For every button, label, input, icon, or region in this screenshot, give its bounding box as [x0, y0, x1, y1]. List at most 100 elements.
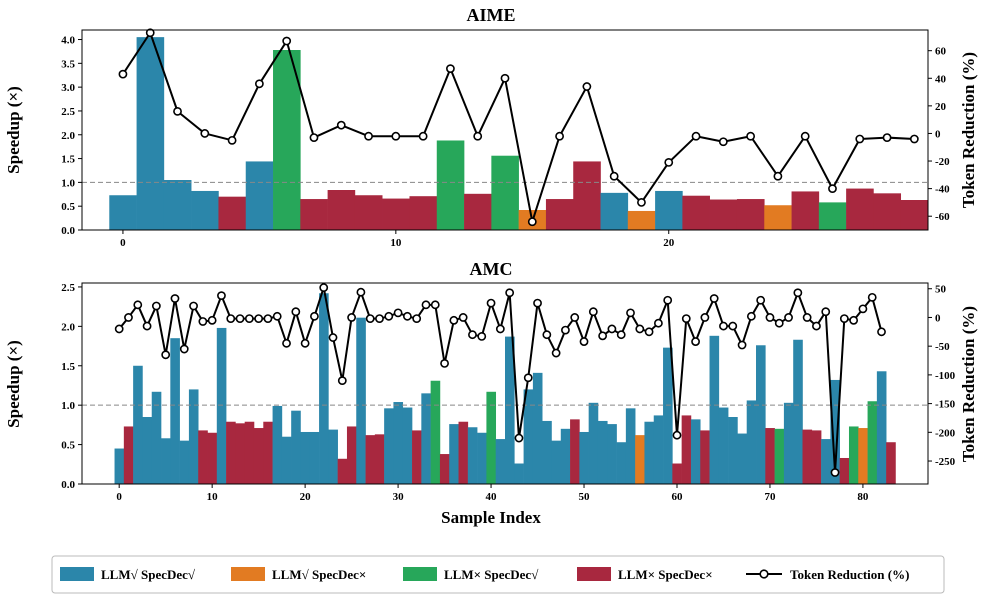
amc-bar-16-llm-fail-specdec-fail — [263, 421, 273, 484]
amc-token-reduction-point-4 — [151, 301, 161, 311]
amc-bar-45-llm-ok-specdec-ok — [532, 372, 543, 484]
legend-swatch-llm-ok-specdec-fail — [231, 567, 265, 581]
legend-label-llm-fail-specdec-ok: LLM× SpecDec√ — [444, 567, 539, 582]
amc-bar-52-llm-ok-specdec-ok — [597, 420, 608, 484]
aime-y-ticks: 0.0 0.5 1.0 1.5 2.0 2.5 3.0 3.5 4.0 — [61, 35, 82, 237]
amc-bar-43-llm-ok-specdec-ok — [514, 463, 524, 484]
amc-token-reduction-point-18 — [282, 338, 291, 348]
amc-token-reduction-point-69 — [756, 295, 766, 305]
aime-token-reduction-point-10 — [391, 131, 401, 141]
amc-bar-38-llm-ok-specdec-ok — [467, 427, 478, 484]
amc-token-reduction-point-20 — [300, 338, 310, 348]
amc-bar-44-llm-ok-specdec-ok — [523, 389, 534, 484]
legend-frame — [51, 555, 945, 594]
amc-token-reduction-point-76 — [821, 307, 831, 317]
amc-token-reduction-point-7 — [179, 344, 189, 354]
amc-y-axis-label: Speedup (×) — [4, 340, 23, 428]
amc-token-reduction-point-57 — [644, 327, 654, 337]
amc-bar-78-llm-fail-specdec-fail — [839, 457, 850, 484]
amc-xtick-label-1: 10 — [207, 491, 219, 503]
aime-bar-13-llm-fail-specdec-fail — [464, 193, 492, 230]
amc-xtick-label-0: 0 — [116, 491, 122, 503]
amc-token-reduction-point-77 — [830, 468, 840, 477]
amc-token-reduction-point-50 — [579, 337, 589, 346]
amc-token-reduction-point-81 — [867, 292, 877, 302]
aime-bar-27-llm-fail-specdec-fail — [846, 188, 874, 230]
amc-token-reduction-point-73 — [793, 288, 803, 298]
amc-ytick-label-1: 0.5 — [61, 440, 75, 452]
amc-bar-49-llm-fail-specdec-fail — [570, 419, 580, 484]
legend-swatch-llm-fail-specdec-fail — [577, 567, 611, 581]
aime-token-reduction-point-22 — [718, 137, 728, 147]
amc-ytick-label-2: 1.0 — [61, 400, 75, 412]
amc-bar-50-llm-ok-specdec-ok — [579, 431, 589, 484]
amc-token-reduction-point-2 — [133, 300, 143, 310]
amc-rtick-label-0: -250 — [935, 456, 956, 468]
aime-title: AIME — [467, 5, 516, 25]
amc-bar-40-llm-fail-specdec-ok — [486, 391, 497, 484]
x-axis-label: Sample Index — [441, 508, 541, 527]
amc-bar-42-llm-ok-specdec-ok — [505, 336, 515, 484]
amc-bar-21-llm-ok-specdec-ok — [309, 431, 320, 484]
amc-plot-frame — [81, 282, 929, 485]
aime-token-reduction-point-19 — [637, 198, 646, 207]
aime-bar-17-llm-fail-specdec-fail — [573, 161, 601, 230]
amc-bar-26-llm-ok-specdec-ok — [356, 317, 366, 484]
amc-token-reduction-point-67 — [737, 340, 747, 350]
aime-bar-16-llm-fail-specdec-fail — [545, 199, 574, 230]
amc-bar-37-llm-fail-specdec-fail — [458, 421, 469, 484]
aime-token-reduction-point-28 — [882, 133, 892, 142]
amc-bar-18-llm-ok-specdec-ok — [281, 436, 292, 484]
legend: LLM√ SpecDec√ LLM√ SpecDec× LLM× SpecDec… — [51, 555, 945, 594]
amc-token-reduction-point-27 — [365, 314, 375, 324]
amc-token-reduction-point-41 — [495, 324, 505, 334]
amc-bar-71-llm-fail-specdec-ok — [774, 428, 785, 484]
amc-token-reduction-point-44 — [523, 373, 533, 383]
amc-xtick-label-8: 80 — [857, 491, 869, 503]
amc-bar-51-llm-ok-specdec-ok — [588, 402, 599, 484]
aime-y-axis-label: Speedup (×) — [4, 86, 23, 174]
amc-bar-57-llm-ok-specdec-ok — [644, 421, 655, 484]
amc-token-reduction-point-17 — [272, 311, 282, 321]
amc-bar-67-llm-ok-specdec-ok — [737, 433, 748, 484]
aime-token-reduction-point-9 — [364, 131, 373, 141]
aime-ytick-label-2: 1.0 — [61, 177, 75, 189]
amc-token-reduction-point-72 — [784, 313, 793, 322]
amc-xtick-label-5: 50 — [579, 491, 591, 503]
amc-bar-1-llm-fail-specdec-fail — [123, 426, 134, 484]
amc-token-reduction-point-58 — [654, 318, 663, 328]
amc-bar-3-llm-ok-specdec-ok — [142, 417, 153, 484]
amc-token-reduction-point-28 — [375, 314, 384, 324]
amc-bar-29-llm-ok-specdec-ok — [384, 408, 394, 484]
amc-ytick-label-5: 2.5 — [61, 282, 75, 294]
amc-bar-25-llm-fail-specdec-fail — [346, 426, 357, 484]
amc-bar-8-llm-ok-specdec-ok — [188, 389, 199, 484]
amc-bar-15-llm-fail-specdec-fail — [253, 428, 264, 484]
aime-token-reduction-point-25 — [800, 131, 810, 141]
amc-token-reduction-point-78 — [839, 314, 849, 324]
amc-bar-12-llm-fail-specdec-fail — [226, 421, 236, 484]
aime-bar-1-llm-ok-specdec-ok — [136, 37, 165, 230]
amc-bar-69-llm-ok-specdec-ok — [756, 345, 766, 484]
aime-token-reduction-point-12 — [446, 64, 455, 74]
amc-right-y-axis-label: Token Reduction (%) — [959, 306, 978, 462]
aime-bar-7-llm-fail-specdec-fail — [300, 199, 328, 230]
amc-token-reduction-point-39 — [477, 332, 487, 341]
aime-token-reduction-point-26 — [828, 184, 837, 194]
aime-right-y-ticks: -60 -40 -20 0 20 40 60 — [928, 46, 950, 223]
amc-token-reduction-point-6 — [170, 294, 180, 303]
amc-token-reduction-point-10 — [207, 315, 217, 325]
amc-bar-61-llm-fail-specdec-fail — [681, 415, 692, 484]
amc-token-reduction-point-21 — [310, 311, 319, 321]
amc-token-reduction-point-63 — [700, 313, 710, 322]
amc-bar-23-llm-ok-specdec-ok — [328, 429, 338, 484]
amc-bar-13-llm-fail-specdec-fail — [235, 423, 245, 484]
aime-token-reduction-line — [122, 31, 915, 223]
amc-bar-17-llm-ok-specdec-ok — [272, 405, 283, 484]
amc-bar-32-llm-fail-specdec-fail — [412, 430, 422, 484]
amc-token-reduction-point-3 — [142, 321, 152, 331]
aime-panel: AIME Speedup (×) Token Reduction (%) 0.0… — [4, 5, 978, 249]
amc-bar-54-llm-ok-specdec-ok — [616, 442, 627, 484]
legend-label-llm-ok-specdec-ok: LLM√ SpecDec√ — [101, 567, 196, 582]
amc-bar-34-llm-fail-specdec-ok — [430, 380, 441, 484]
